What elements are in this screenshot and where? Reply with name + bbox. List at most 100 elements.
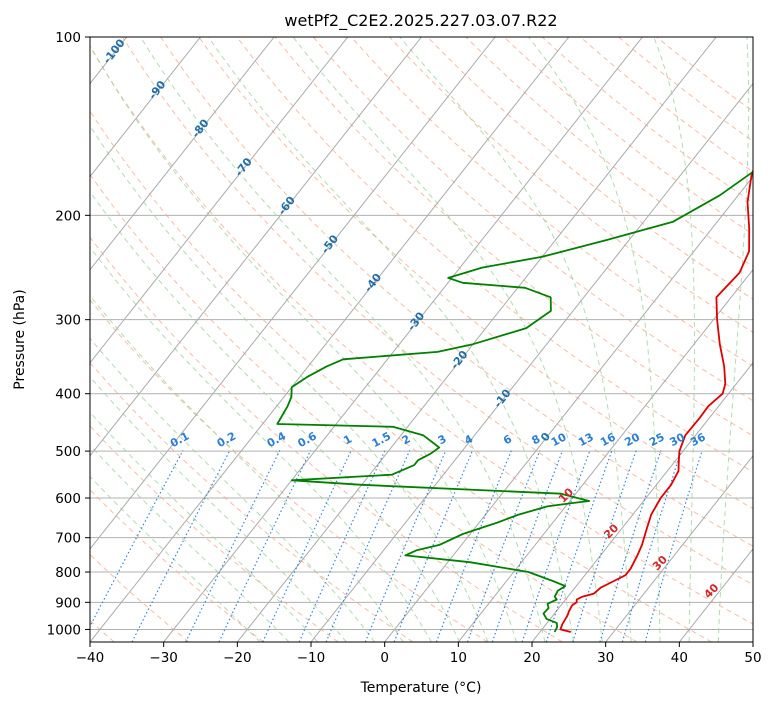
dry-adiabat — [160, 37, 753, 547]
isotherm — [236, 37, 717, 642]
mixing-ratio-line — [218, 450, 312, 642]
plot-area: -100-90-80-70-60-50-40-30-20-100 0.1 0.2 0… — [90, 37, 753, 642]
moist-adiabat — [207, 37, 575, 642]
isotherm — [457, 268, 753, 642]
moist-adiabat — [140, 37, 546, 642]
mixing-ratio-line — [90, 450, 184, 628]
moist-adiabat — [90, 44, 517, 642]
isotherm — [90, 37, 201, 178]
dry-adiabats — [90, 37, 753, 642]
mixing-ratio-line — [621, 450, 683, 642]
x-tick-label: 0 — [380, 650, 389, 666]
moist-adiabat — [90, 124, 489, 642]
dry-adiabat — [274, 37, 753, 437]
x-tick-label: −10 — [297, 650, 326, 666]
mixing-ratio-line — [262, 450, 352, 642]
mixing-ratio-line — [521, 450, 591, 642]
dry-adiabat — [580, 37, 753, 173]
moist-adiabats — [90, 37, 750, 642]
mixing-ratio-line — [545, 450, 613, 642]
mixing-ratio-line — [364, 450, 447, 642]
dry-adiabat — [90, 110, 712, 642]
isotherm — [90, 37, 570, 642]
x-tick-label: 10 — [450, 650, 467, 666]
x-tick-label: 50 — [744, 650, 761, 666]
profile-series — [276, 169, 753, 633]
mixing-ratio-line — [298, 450, 386, 642]
y-tick-label: 400 — [55, 387, 81, 403]
mixing-ratio-label: 16 — [598, 430, 618, 449]
moist-adiabat — [528, 37, 661, 642]
mixing-ratio-label: 13 — [576, 430, 596, 449]
dry-adiabat — [90, 489, 264, 642]
dry-adiabat — [389, 37, 753, 333]
mixing-ratio-line — [393, 450, 474, 642]
y-tick-label: 500 — [55, 444, 81, 460]
isotherms — [90, 37, 753, 642]
mixing-ratio-label: 25 — [647, 430, 667, 449]
y-axis-title: Pressure (hPa) — [12, 289, 28, 389]
dry-adiabat — [312, 37, 753, 402]
mixing-ratio-label: 30 — [667, 430, 687, 449]
moist-adiabat — [90, 337, 376, 642]
y-tick-label: 200 — [55, 208, 81, 224]
isotherm — [310, 82, 753, 642]
isotherm — [384, 175, 753, 642]
isotherm — [163, 37, 643, 642]
y-tick-label: 600 — [55, 491, 81, 507]
mixing-ratio-label: 10 — [549, 430, 569, 449]
moist-adiabat — [90, 190, 461, 642]
moist-adiabat — [292, 37, 603, 642]
x-tick-label: 20 — [523, 650, 540, 666]
dry-adiabat — [90, 299, 488, 642]
x-tick-label: 40 — [671, 650, 688, 666]
dry-adiabat — [427, 37, 753, 300]
moist-adiabat — [399, 37, 632, 642]
x-tick-label: −30 — [149, 650, 178, 666]
temperature-profile — [559, 169, 753, 633]
isotherm — [90, 37, 422, 457]
y-tick-label: 700 — [55, 531, 81, 547]
moist-adiabat — [90, 246, 432, 642]
y-tick-label: 100 — [55, 30, 81, 46]
chart-title: wetPf2_C2E2.2025.227.03.07.R22 — [284, 11, 557, 31]
y-axis: 100 200 300 400 500 600 700 800 900 1000 — [47, 30, 90, 638]
mixing-ratio-lines — [90, 450, 703, 642]
dry-adiabat — [90, 425, 339, 642]
moist-adiabat — [653, 37, 695, 642]
x-tick-label: −40 — [76, 650, 105, 666]
dry-adiabat — [90, 45, 753, 625]
x-axis: −40 −30 −20 −10 0 10 20 30 40 50 — [76, 642, 762, 666]
isotherm — [605, 455, 753, 642]
y-tick-label: 900 — [55, 595, 81, 611]
x-tick-label: −20 — [223, 650, 252, 666]
mixing-ratio-line — [644, 450, 703, 642]
mixing-ratio-label: 36 — [688, 430, 708, 449]
moist-adiabat — [90, 411, 319, 642]
x-tick-label: 30 — [597, 650, 614, 666]
dry-adiabat — [90, 236, 563, 642]
mixing-ratio-line — [572, 450, 637, 642]
dry-adiabat — [122, 37, 753, 586]
dry-adiabat — [90, 173, 638, 642]
isotherm — [90, 37, 496, 550]
pressure-gridlines — [90, 37, 753, 630]
mixing-ratio-label: 20 — [622, 430, 642, 449]
isotherm — [90, 37, 349, 364]
moist-adiabat — [717, 37, 750, 642]
y-tick-label: 300 — [55, 313, 81, 329]
mixing-ratio-line — [325, 450, 411, 642]
x-axis-title: Temperature (°C) — [360, 680, 482, 696]
plot-frame — [89, 36, 754, 643]
dry-adiabat — [351, 37, 753, 367]
mixing-ratio-line — [599, 450, 662, 642]
y-tick-label: 1000 — [47, 622, 81, 638]
moist-adiabat — [90, 376, 347, 642]
isotherm — [90, 37, 275, 271]
y-tick-label: 800 — [55, 565, 81, 581]
dewpoint-profile — [276, 170, 753, 633]
isotherm — [531, 361, 753, 642]
dry-adiabat — [198, 37, 753, 510]
